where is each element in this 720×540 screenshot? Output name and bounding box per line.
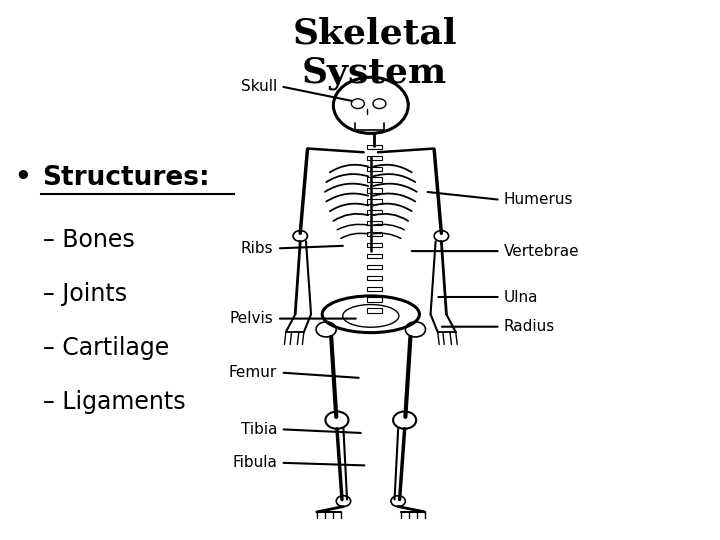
Bar bbox=[367, 188, 382, 193]
Text: Skull: Skull bbox=[241, 79, 277, 94]
Text: – Bones: – Bones bbox=[43, 228, 135, 252]
Text: – Ligaments: – Ligaments bbox=[43, 390, 186, 414]
Text: Tibia: Tibia bbox=[240, 422, 277, 437]
Bar bbox=[367, 199, 382, 204]
Text: Skeletal
System: Skeletal System bbox=[292, 16, 456, 90]
Bar bbox=[367, 254, 382, 258]
Bar bbox=[367, 145, 382, 149]
Text: Ulna: Ulna bbox=[504, 289, 539, 305]
Bar bbox=[367, 298, 382, 302]
Circle shape bbox=[351, 99, 364, 109]
Bar bbox=[367, 166, 382, 171]
Circle shape bbox=[373, 99, 386, 109]
Text: Humerus: Humerus bbox=[504, 192, 574, 207]
Text: Structures:: Structures: bbox=[42, 165, 210, 191]
Bar bbox=[367, 287, 382, 291]
Bar bbox=[367, 232, 382, 237]
Text: Radius: Radius bbox=[504, 319, 555, 334]
Bar bbox=[367, 275, 382, 280]
Bar bbox=[367, 178, 382, 182]
Bar bbox=[367, 243, 382, 247]
Text: Ribs: Ribs bbox=[241, 241, 274, 256]
Text: Pelvis: Pelvis bbox=[230, 311, 274, 326]
Text: Femur: Femur bbox=[229, 365, 277, 380]
Text: – Cartilage: – Cartilage bbox=[43, 336, 169, 360]
Text: •: • bbox=[14, 165, 31, 191]
Bar bbox=[367, 265, 382, 269]
Text: – Joints: – Joints bbox=[43, 282, 127, 306]
Bar bbox=[367, 156, 382, 160]
Bar bbox=[367, 308, 382, 313]
Text: Fibula: Fibula bbox=[233, 455, 277, 470]
Bar bbox=[367, 210, 382, 214]
Text: Vertebrae: Vertebrae bbox=[504, 244, 580, 259]
Bar bbox=[367, 221, 382, 225]
